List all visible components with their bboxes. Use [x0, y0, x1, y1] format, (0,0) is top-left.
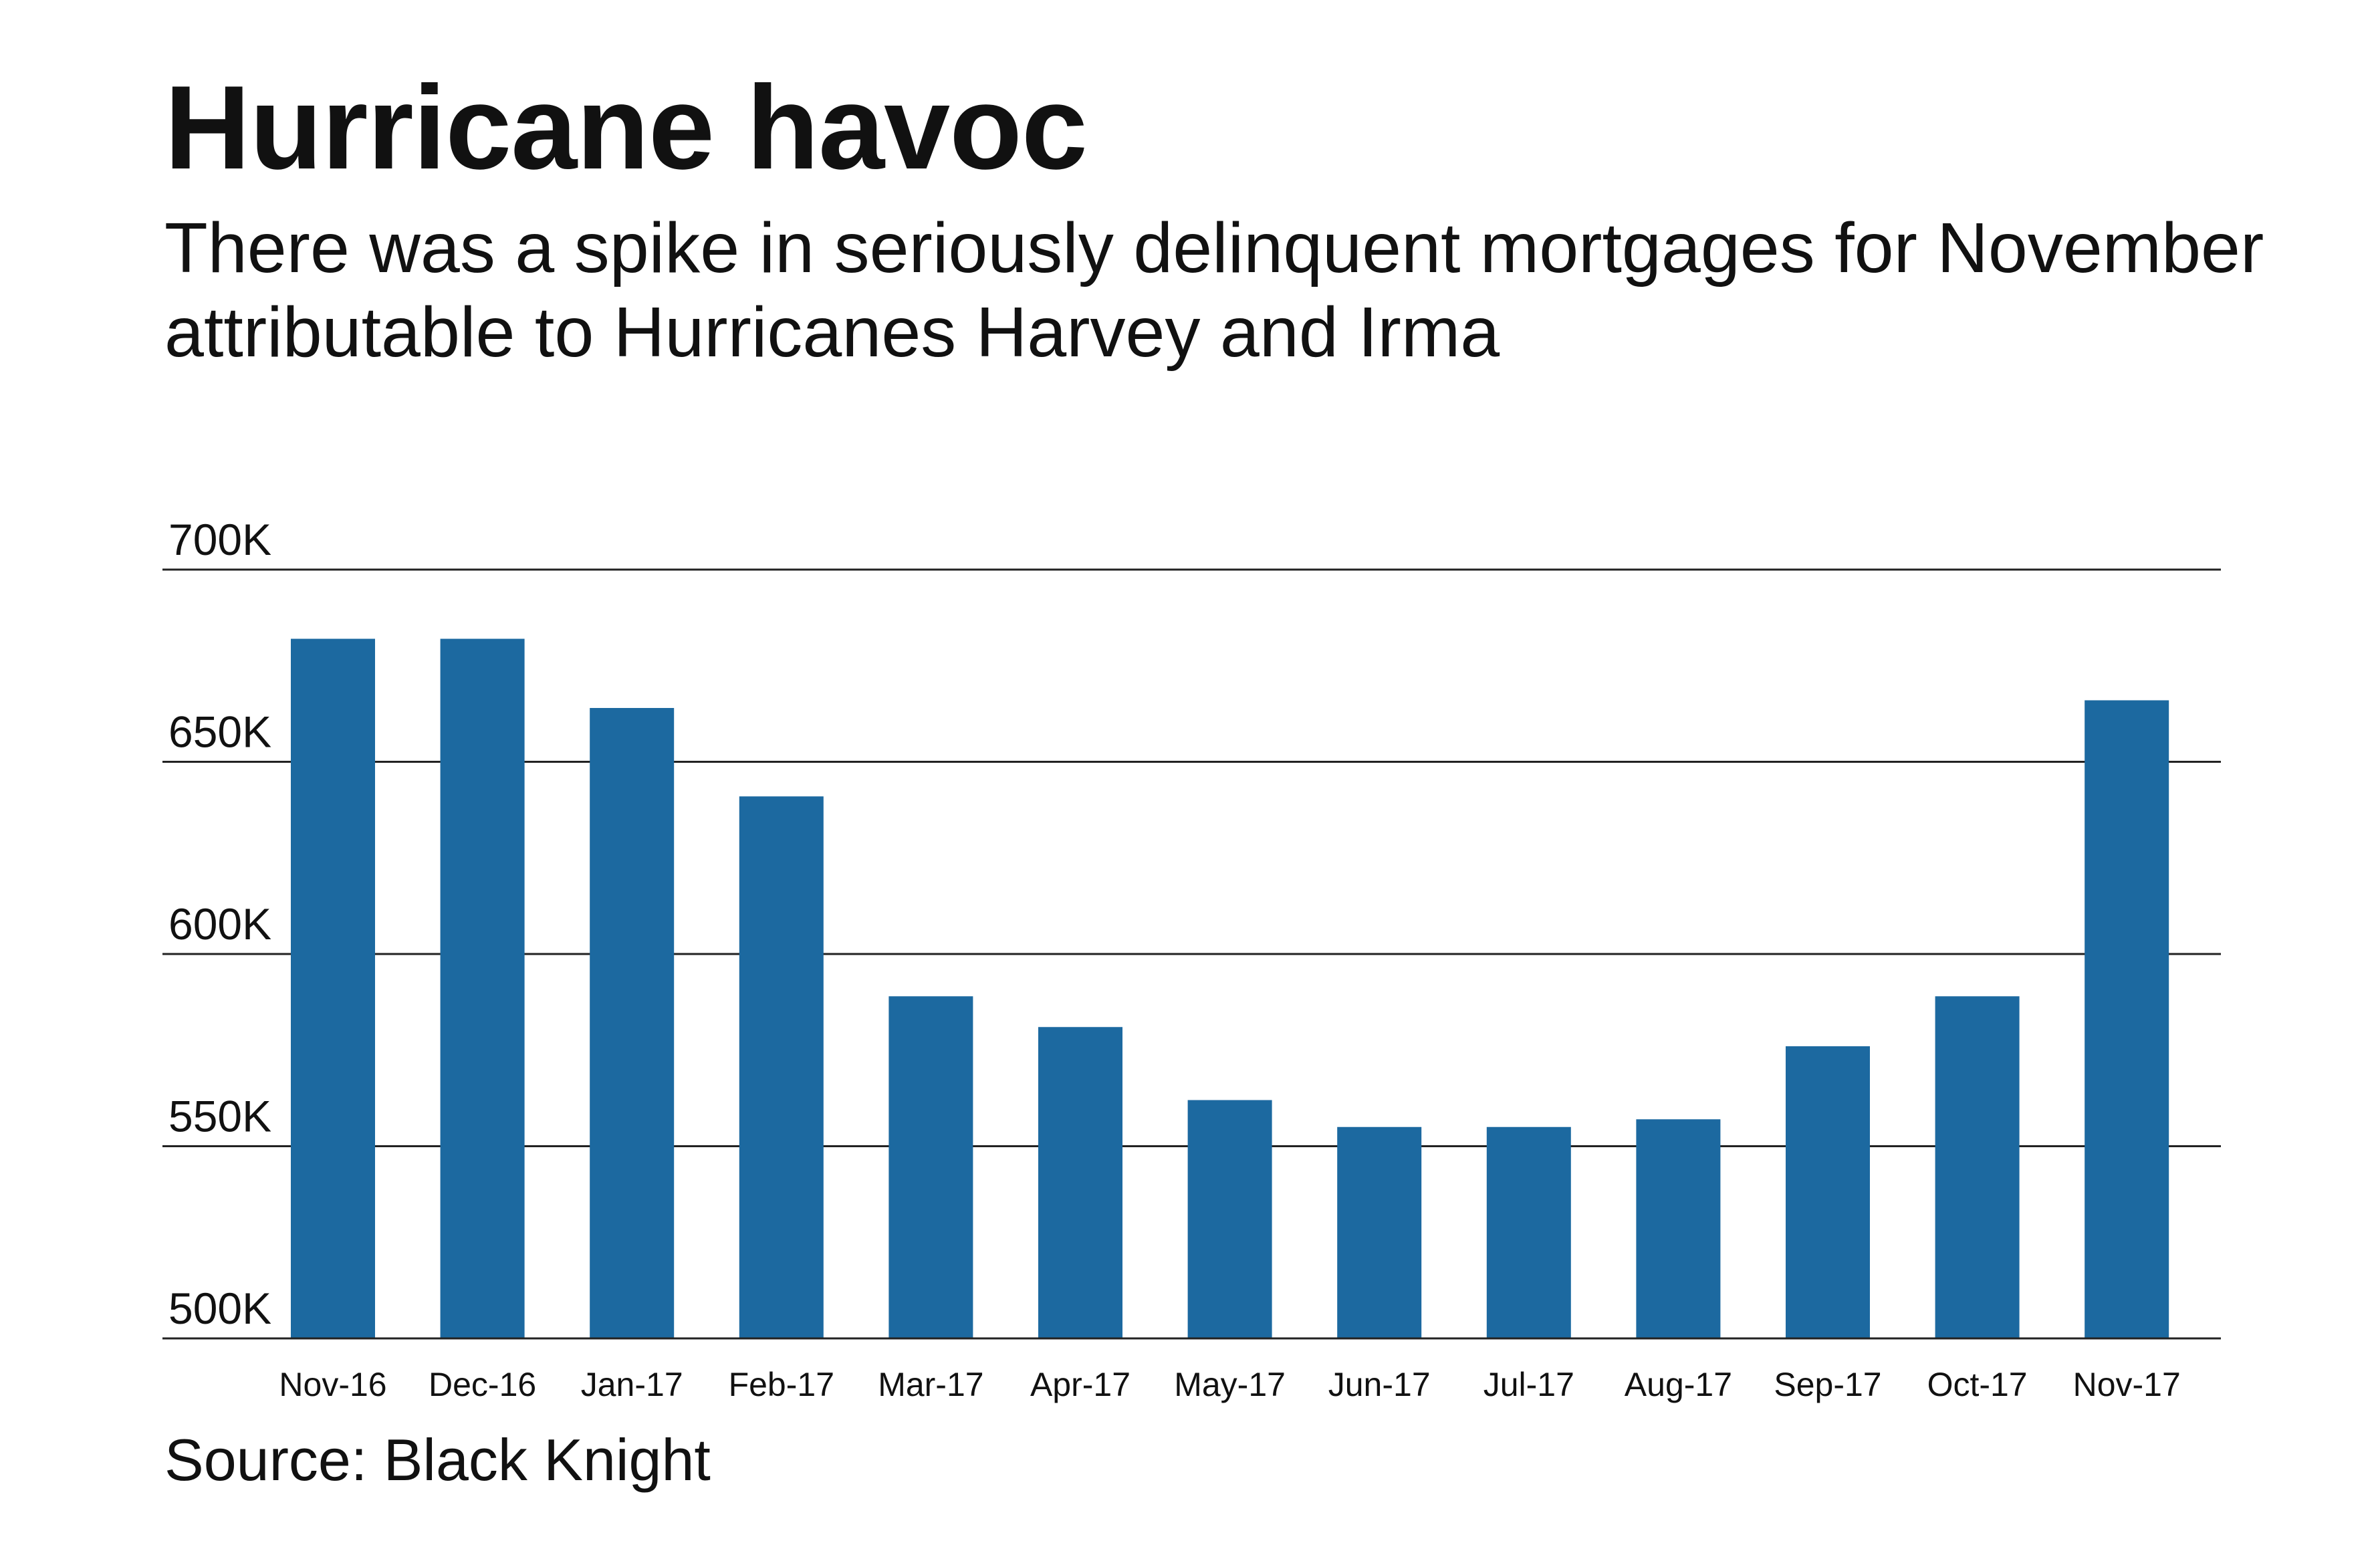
- bar-nov-17: [2085, 700, 2169, 1338]
- bar-sep-17: [1786, 1046, 1870, 1338]
- x-tick-labels: Nov-16 Dec-16 Jan-17 Feb-17 Mar-17 Apr-17 May-…: [279, 1366, 2180, 1403]
- y-tick-label: 550K: [168, 1092, 271, 1141]
- x-tick-label: Dec-16: [429, 1366, 536, 1403]
- x-tick-label: Sep-17: [1774, 1366, 1881, 1403]
- bar-dec-16: [440, 638, 525, 1338]
- bar-may-17: [1187, 1100, 1272, 1338]
- x-tick-label: Nov-16: [279, 1366, 386, 1403]
- x-tick-label: Aug-17: [1625, 1366, 1732, 1403]
- x-tick-label: Oct-17: [1927, 1366, 2028, 1403]
- chart-subtitle: There was a spike in seriously delinquen…: [164, 209, 2264, 372]
- y-tick-label: 650K: [168, 707, 271, 757]
- bar-jun-17: [1337, 1126, 1422, 1338]
- x-tick-label: Jan-17: [581, 1366, 683, 1403]
- x-tick-label: Mar-17: [878, 1366, 983, 1403]
- bars: [162, 638, 2221, 1340]
- bar-mar-17: [888, 996, 973, 1338]
- x-tick-label: May-17: [1174, 1366, 1286, 1403]
- bar-aug-17: [1636, 1119, 1721, 1338]
- bar-jan-17: [590, 708, 675, 1338]
- y-tick-label: 700K: [168, 515, 271, 564]
- x-tick-label: Feb-17: [729, 1366, 834, 1403]
- source-note: Source: Black Knight: [164, 1427, 711, 1493]
- x-tick-label: Apr-17: [1030, 1366, 1130, 1403]
- x-tick-label: Jul-17: [1483, 1366, 1574, 1403]
- bar-jul-17: [1486, 1126, 1571, 1338]
- bar-nov-16: [291, 638, 375, 1338]
- x-tick-label: Jun-17: [1328, 1366, 1431, 1403]
- y-tick-label: 600K: [168, 899, 271, 949]
- bar-feb-17: [739, 796, 824, 1338]
- x-tick-label: Nov-17: [2073, 1366, 2181, 1403]
- y-tick-label: 500K: [168, 1284, 271, 1333]
- bar-apr-17: [1038, 1027, 1122, 1338]
- y-tick-labels: 500K 550K 600K 650K 700K: [168, 515, 271, 1333]
- bar-oct-17: [1935, 996, 2020, 1338]
- chart-title: Hurricane havoc: [164, 61, 1088, 194]
